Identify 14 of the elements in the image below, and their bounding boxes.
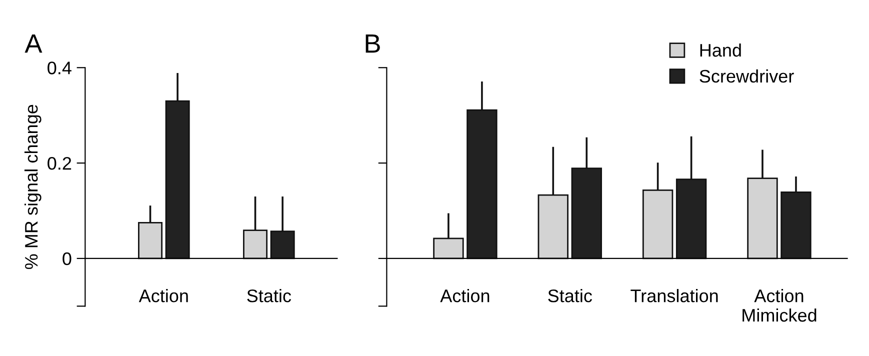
x-tick-label: Action bbox=[138, 289, 188, 302]
x-tick-label: Action Mimicked bbox=[742, 289, 816, 322]
chart-title: A bbox=[24, 34, 42, 53]
y-tick-label: 0 bbox=[62, 252, 72, 266]
legend-label: Screwdriver bbox=[700, 69, 794, 83]
y-tick-label: 0.2 bbox=[48, 156, 72, 170]
y-tick-label: 0.4 bbox=[48, 62, 72, 74]
x-tick-label: Action bbox=[440, 289, 490, 302]
y-axis-title: % MR signal change bbox=[24, 104, 42, 270]
x-tick-label: Static bbox=[548, 289, 592, 302]
x-tick-label: Translation bbox=[630, 289, 718, 302]
chart-title: B bbox=[366, 34, 380, 53]
legend-label: Hand bbox=[700, 43, 741, 57]
x-tick-label: Static bbox=[247, 289, 292, 302]
